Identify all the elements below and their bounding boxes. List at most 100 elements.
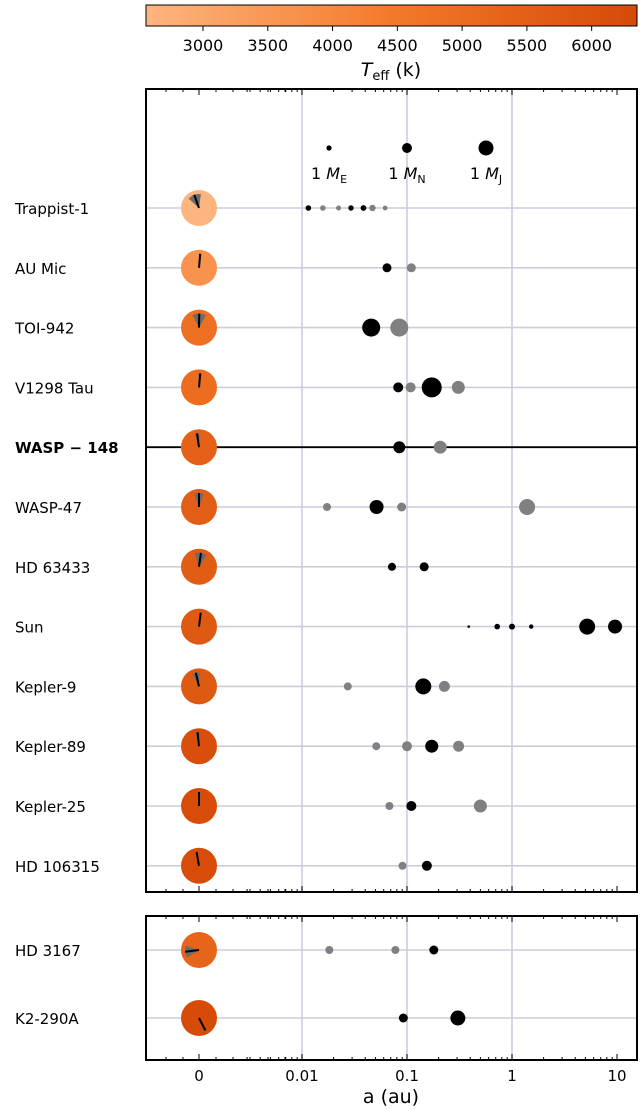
- main-panel-frame: [145, 88, 638, 893]
- colorbar-ticks: 3000 3500 4000 4500 5000 5500 6000: [183, 26, 612, 55]
- planet-marker: [360, 205, 367, 211]
- planet-marker: [419, 562, 429, 572]
- planet-marker: [348, 205, 354, 211]
- planet-marker: [433, 440, 447, 454]
- obliquity-line: [193, 194, 200, 209]
- planet-marker: [393, 441, 406, 454]
- x-tick-label: 0: [194, 1067, 204, 1085]
- system-name-label: HD 106315: [15, 858, 100, 876]
- planet-marker: [425, 739, 439, 753]
- legend-label-neptune: 1 MN: [388, 164, 425, 186]
- system-row: Kepler-9: [15, 668, 637, 705]
- planet-marker: [608, 619, 623, 634]
- x-tick-label: 1: [507, 1067, 517, 1085]
- planet-marker: [450, 1010, 466, 1026]
- obliquity-line: [196, 433, 200, 448]
- legend-marker-neptune: [402, 143, 412, 153]
- obliquity-line: [198, 253, 202, 268]
- system-name-label: WASP − 148: [15, 439, 119, 457]
- planet-marker: [406, 801, 417, 811]
- planet-marker: [369, 204, 376, 212]
- planet-marker: [402, 741, 412, 752]
- planet-marker: [451, 380, 465, 394]
- system-row: Kepler-25: [15, 788, 637, 824]
- x-axis-label: a (au): [363, 1086, 419, 1108]
- system-name-label: TOI-942: [14, 320, 74, 338]
- planet-marker: [320, 205, 326, 211]
- system-name-label: HD 63433: [15, 559, 90, 577]
- system-name-label: K2-290A: [15, 1010, 79, 1028]
- obliquity-line: [198, 1017, 207, 1031]
- colorbar-label: Teff (k): [361, 59, 421, 84]
- planet-marker: [393, 382, 404, 393]
- planet-marker: [325, 946, 334, 954]
- system-name-label: Sun: [15, 619, 44, 637]
- planet-marker: [391, 946, 400, 954]
- planet-marker: [382, 205, 388, 211]
- planet-marker: [421, 860, 432, 871]
- obliquity-line: [194, 672, 200, 687]
- system-name-label: Kepler-89: [15, 738, 86, 756]
- planet-marker: [336, 205, 342, 211]
- x-tick-label: 10: [607, 1067, 626, 1085]
- planet-marker: [387, 562, 396, 571]
- system-name-label: Kepler-25: [15, 798, 86, 816]
- x-tick-label: 0.01: [285, 1067, 318, 1085]
- planet-marker: [415, 678, 432, 695]
- planet-marker: [372, 742, 381, 751]
- planet-marker: [397, 502, 407, 512]
- planet-marker: [369, 500, 384, 514]
- system-row: Kepler-89: [15, 728, 637, 765]
- planet-marker: [579, 618, 596, 635]
- planet-marker: [362, 318, 381, 337]
- planet-marker: [529, 624, 534, 629]
- colorbar: 3000 3500 4000 4500 5000 5500 6000 Teff (k): [145, 4, 638, 84]
- planet-marker: [398, 861, 407, 870]
- colorbar-gradient: [145, 4, 638, 27]
- system-name-label: AU Mic: [15, 260, 66, 278]
- obliquity-line: [198, 373, 202, 388]
- lower-panel: HD 3167 K2-290A: [15, 915, 638, 1061]
- obliquity-line: [198, 612, 202, 627]
- system-name-label: V1298 Tau: [15, 379, 94, 397]
- system-row: HD 63433: [15, 548, 637, 585]
- colorbar-tick-label: 4000: [312, 36, 353, 55]
- obliquity-line: [198, 552, 202, 567]
- colorbar-tick-label: 3500: [247, 36, 288, 55]
- planet-marker: [382, 263, 392, 273]
- legend-label-earth: 1 ME: [311, 164, 347, 186]
- obliquity-line: [184, 949, 200, 953]
- colorbar-tick-label: 3000: [183, 36, 224, 55]
- lower-panel-frame: [145, 915, 638, 1061]
- colorbar-tick-label: 5000: [442, 36, 483, 55]
- system-row: K2-290A: [15, 1000, 637, 1036]
- system-row: Trappist-1: [14, 190, 637, 226]
- planet-marker: [385, 802, 394, 810]
- planet-size-legend: 1 ME 1 MN 1 MJ: [311, 140, 502, 186]
- system-row: V1298 Tau: [15, 369, 637, 406]
- planet-marker: [390, 318, 409, 337]
- planet-marker: [429, 945, 439, 955]
- x-axis-tick-labels: 0 0.01 0.1 1 10: [194, 1067, 626, 1085]
- planet-marker: [343, 682, 352, 691]
- system-row: Sun: [15, 608, 637, 645]
- planet-marker: [494, 623, 501, 630]
- planet-marker: [519, 499, 536, 515]
- planet-marker: [473, 799, 487, 813]
- system-row: WASP-47: [15, 489, 637, 525]
- planet-marker: [398, 1013, 408, 1023]
- planet-marker: [406, 263, 416, 273]
- legend-marker-earth: [326, 145, 332, 151]
- main-panel: Trappist-1 AU Mic TOI-942 V1298 Tau WASP − 1…: [14, 88, 638, 893]
- system-name-label: WASP-47: [15, 499, 82, 517]
- system-name-label: Kepler-9: [15, 678, 76, 696]
- obliquity-line: [195, 851, 200, 866]
- legend-marker-jupiter: [478, 140, 494, 156]
- x-tick-label: 0.1: [395, 1067, 419, 1085]
- planet-marker: [322, 503, 331, 511]
- planet-marker: [421, 377, 442, 398]
- system-row: WASP − 148: [15, 429, 637, 466]
- system-row: HD 3167: [15, 932, 637, 968]
- system-row: AU Mic: [15, 249, 637, 286]
